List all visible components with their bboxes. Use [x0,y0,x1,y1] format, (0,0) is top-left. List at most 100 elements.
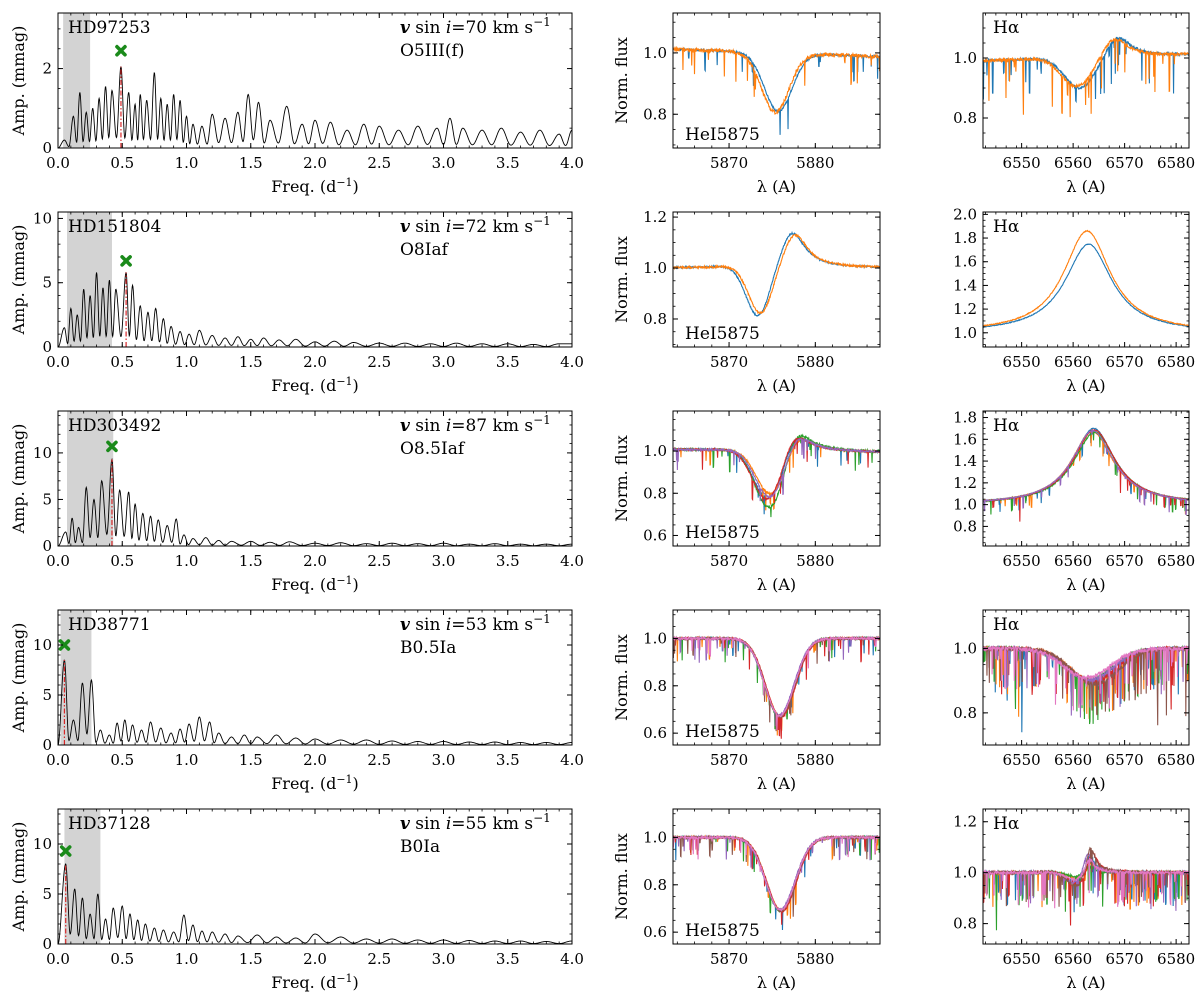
periodogram-hd151804-y-tick-label: 10 [33,209,52,227]
hei-hd97253-panel [673,45,880,135]
hei-hd303492-frame [672,410,881,547]
periodogram-hd97253-y-tick-label: 0 [42,139,52,157]
periodogram-hd38771-ylabel: Amp. (mmag) [9,623,28,734]
periodogram-hd38771-spectrum-line [58,659,572,745]
periodogram-hd303492-y-tick-label: 0 [42,537,52,555]
periodogram-hd151804-vsini-sup: −1 [533,214,551,228]
periodogram-hd303492-x-tick-label: 0.5 [110,552,134,570]
periodogram-hd38771-y-tick-label: 10 [33,636,52,654]
periodogram-hd97253-xlabel: Freq. (d−1) [271,176,359,197]
hei-hd38771-y-tick-label: 0.6 [643,724,667,742]
periodogram-hd303492-xlabel: Freq. (d−1) [271,574,359,595]
hei-hd151804-xlabel: λ (A) [757,376,796,395]
periodogram-hd97253-xlabel-text: Freq. (d [271,177,336,196]
hei-hd151804-line-label: HeI5875 [685,324,760,344]
hei-hd38771-frame [672,609,881,746]
periodogram-hd151804-xlabel-text: Freq. (d [271,376,336,395]
hei-hd37128-panel [673,834,880,930]
halpha-hd38771-x-tick-label: 6560 [1054,751,1092,769]
hei-hd97253-spectrum-epoch-2 [673,45,880,115]
halpha-hd37128-y-tick-label: 1.0 [953,864,977,882]
halpha-hd38771-spectrum-epoch-7 [983,644,1189,711]
halpha-hd303492-x-tick-label: 6570 [1106,552,1144,570]
halpha-hd38771-x-tick-label: 6570 [1106,751,1144,769]
halpha-hd37128-xlabel: λ (A) [1066,973,1105,992]
periodogram-hd37128-x-tick-label: 2.0 [303,950,327,968]
periodogram-hd151804-x-tick-label: 0.5 [110,353,134,371]
periodogram-hd303492-x-tick-label: 0.0 [46,552,70,570]
periodogram-hd97253-star-name: HD97253 [68,18,151,38]
periodogram-hd38771-xlabel-end: ) [353,774,359,793]
periodogram-hd151804-x-tick-label: 3.0 [432,353,456,371]
hei-hd97253-spectrum-epoch-1 [673,47,880,135]
hei-hd151804-spectrum-epoch-2 [673,233,880,315]
halpha-hd151804-frame [982,211,1190,348]
periodogram-hd151804-x-tick-label: 1.0 [175,353,199,371]
periodogram-hd37128-spectral-type: B0Ia [400,837,440,857]
periodogram-hd38771-vsini-value: =53 km s [451,615,533,635]
hei-hd303492-spectrum-epoch-4 [673,437,880,503]
periodogram-hd151804-x-tick-label: 2.0 [303,353,327,371]
halpha-hd38771-y-tick-label: 1.0 [953,640,977,658]
hei-hd97253-x-tick-label: 5870 [710,154,748,172]
periodogram-hd38771-x-tick-label: 2.5 [367,751,391,769]
periodogram-hd97253-ylabel: Amp. (mmag) [9,26,28,137]
periodogram-hd151804-y-tick-label: 0 [42,338,52,356]
hei-hd97253-line-label: HeI5875 [685,125,760,145]
periodogram-hd38771-xlabel: Freq. (d−1) [271,773,359,794]
hei-hd151804-y-tick-label: 1.2 [643,208,667,226]
periodogram-hd37128-x-tick-label: 0.0 [46,950,70,968]
periodogram-hd97253-xlabel-end: ) [353,177,359,196]
hei-hd303492-y-tick-label: 0.8 [643,484,667,502]
periodogram-hd37128-xlabel: Freq. (d−1) [271,972,359,993]
periodogram-hd37128-vsini: v sin i=55 km s−1 [400,811,551,834]
hei-hd38771-y-tick-label: 0.8 [643,677,667,695]
periodogram-hd303492-vsini: v sin i=87 km s−1 [400,413,551,436]
halpha-hd38771-y-tick-label: 0.8 [953,704,977,722]
halpha-hd37128-x-tick-label: 6560 [1054,950,1092,968]
halpha-hd303492-y-tick-label: 1.0 [953,496,977,514]
halpha-hd97253-frame [982,12,1190,149]
halpha-hd38771-x-tick-label: 6580 [1157,751,1195,769]
periodogram-hd151804-peak-marker [120,255,132,267]
periodogram-hd97253-x-tick-label: 4.0 [560,154,584,172]
periodogram-hd97253-panel [58,13,572,148]
periodogram-hd151804-ylabel: Amp. (mmag) [9,225,28,336]
halpha-hd303492-y-tick-label: 1.2 [953,474,977,492]
hei-hd37128-y-tick-label: 0.6 [643,923,667,941]
periodogram-hd151804-vsini-i: i [446,217,451,237]
periodogram-hd97253-vsini-value: =70 km s [451,18,533,38]
periodogram-hd151804-vsini-v: v [400,217,411,237]
halpha-hd303492-x-tick-label: 6550 [1003,552,1041,570]
hei-hd151804-y-tick-label: 1.0 [643,259,667,277]
periodogram-hd38771-vsini-sin: sin [410,615,446,635]
hei-hd151804-x-tick-label: 5870 [710,353,748,371]
periodogram-hd38771-vsini: v sin i=53 km s−1 [400,612,551,635]
halpha-hd151804-y-tick-label: 1.6 [953,253,977,271]
hei-hd37128-y-tick-label: 1.0 [643,828,667,846]
halpha-hd303492-x-tick-label: 6580 [1157,552,1195,570]
periodogram-hd38771-peak-marker [58,639,71,651]
hei-hd97253-y-tick-label: 1.0 [643,44,667,62]
hei-hd37128-y-tick-label: 0.8 [643,876,667,894]
halpha-hd97253-spectrum-epoch-2 [983,37,1189,118]
periodogram-hd151804-vsini-sin: sin [410,217,446,237]
halpha-hd37128-line-label: Hα [993,814,1020,834]
periodogram-hd38771-x-tick-label: 1.0 [175,751,199,769]
periodogram-hd151804-x-tick-label: 4.0 [560,353,584,371]
hei-hd37128-ylabel: Norm. flux [612,833,631,920]
halpha-hd37128-spectrum-epoch-7 [983,857,1189,909]
halpha-hd38771-frame [982,609,1190,746]
periodogram-hd37128-vsini-sup: −1 [533,811,551,825]
periodogram-hd38771-vsini-i: i [446,615,451,635]
halpha-hd151804-spectrum-epoch-1 [983,243,1189,328]
periodogram-hd151804-x-tick-label: 1.5 [239,353,263,371]
periodogram-hd303492-x-tick-label: 2.5 [367,552,391,570]
periodogram-hd151804-shaded-region [66,212,112,347]
halpha-hd97253-x-tick-label: 6570 [1106,154,1144,172]
halpha-hd303492-line-label: Hα [993,416,1020,436]
hei-hd151804-x-tick-label: 5880 [796,353,834,371]
halpha-hd37128-x-tick-label: 6570 [1106,950,1144,968]
hei-hd38771-xlabel: λ (A) [757,774,796,793]
